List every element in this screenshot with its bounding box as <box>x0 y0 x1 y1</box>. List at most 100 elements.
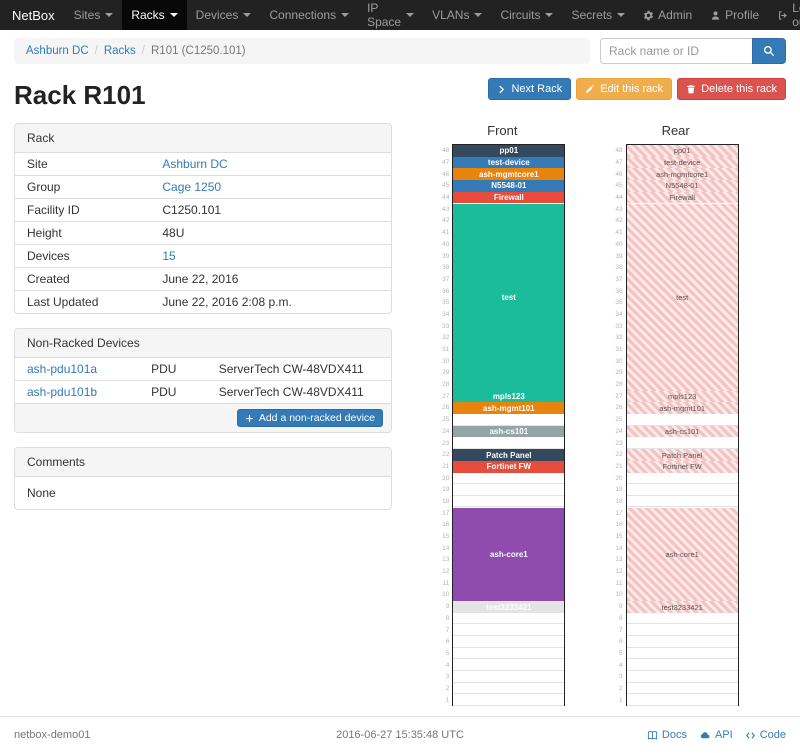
rack-device-rear-test3233421[interactable]: test3233421 <box>626 601 738 613</box>
empty-rack-unit <box>453 496 565 508</box>
user-menu: Admin Profile Log out <box>634 0 800 30</box>
unit-number: 19 <box>442 486 450 494</box>
info-value[interactable]: Ashburn DC <box>162 157 228 171</box>
nav-item-ip-space[interactable]: IP Space <box>358 0 423 30</box>
search-button[interactable] <box>752 38 786 64</box>
nav-item-label: Racks <box>131 8 165 22</box>
rack-device-front-mpls123[interactable]: mpls123 <box>453 390 565 403</box>
unit-number: 25 <box>442 416 450 424</box>
rack-elevation-front: Front 48 47 46 45 44 43 42 41 40 39 38 37 36 35 34 33 32… <box>439 123 566 706</box>
device-role-cell: PDU <box>151 362 177 376</box>
device-name-link[interactable]: ash-pdu101b <box>27 385 98 399</box>
device-role-cell: PDU <box>139 380 207 403</box>
brand-netbox[interactable]: NetBox <box>12 7 55 23</box>
unit-number: 31 <box>615 346 623 354</box>
footer-link-code[interactable]: Code <box>745 729 786 741</box>
nav-item-profile[interactable]: Profile <box>701 0 768 30</box>
add-non-racked-device-button[interactable]: Add a non-racked device <box>236 409 383 427</box>
rack-device-front-ash-mgmtcore1[interactable]: ash-mgmtcore1 <box>453 168 565 181</box>
device-type-cell: ServerTech CW-48VDX411 <box>206 380 391 403</box>
rack-device-rear-ash-cs101[interactable]: ash-cs101 <box>626 425 738 438</box>
info-value[interactable]: 15 <box>162 249 176 263</box>
edit-rack-button[interactable]: Edit this rack <box>576 78 673 100</box>
rack-device-rear-firewall[interactable]: Firewall <box>626 191 738 204</box>
rack-device-rear-test-device[interactable]: test-device <box>626 156 738 169</box>
unit-number: 22 <box>615 451 623 459</box>
rack-device-rear-fortinet-fw[interactable]: Fortinet FW <box>626 460 738 473</box>
unit-number: 26 <box>615 404 623 412</box>
nav-item-secrets[interactable]: Secrets <box>562 0 634 30</box>
rack-device-rear-test[interactable]: test <box>626 203 738 391</box>
empty-rack-unit <box>453 636 565 648</box>
rack-device-rear-mpls123[interactable]: mpls123 <box>626 390 738 403</box>
unit-number: 25 <box>615 416 623 424</box>
nav-item-label: Connections <box>269 8 337 22</box>
empty-rack-unit <box>626 636 738 648</box>
rack-device-front-patch-panel[interactable]: Patch Panel <box>453 449 565 461</box>
nav-item-circuits[interactable]: Circuits <box>491 0 562 30</box>
non-racked-panel: Non-Racked Devices ash-pdu101a PDU ServerT… <box>14 328 392 433</box>
rack-device-front-test3233421[interactable]: test3233421 <box>453 601 565 613</box>
rack-device-rear-ash-mgmtcore1[interactable]: ash-mgmtcore1 <box>626 168 738 181</box>
footer-links: Docs API Code <box>529 729 786 741</box>
rack-device-rear-patch-panel[interactable]: Patch Panel <box>626 449 738 461</box>
unit-number: 15 <box>615 533 623 541</box>
unit-number: 36 <box>615 287 623 295</box>
nav-item-admin[interactable]: Admin <box>634 0 701 30</box>
nav-item-devices[interactable]: Devices <box>187 0 261 30</box>
footer-link-docs[interactable]: Docs <box>647 729 687 741</box>
rack-device-front-ash-mgmt101[interactable]: ash-mgmt101 <box>453 402 565 415</box>
unit-number: 3 <box>619 673 623 681</box>
unit-number: 26 <box>442 404 450 412</box>
info-value-cell: 48U <box>150 221 391 245</box>
empty-rack-unit <box>626 683 738 695</box>
rack-device-front-ash-cs101[interactable]: ash-cs101 <box>453 425 565 438</box>
footer-link-api[interactable]: API <box>699 729 733 741</box>
pencil-icon <box>585 84 595 94</box>
rack-device-rear-ash-mgmt101[interactable]: ash-mgmt101 <box>626 402 738 415</box>
book-icon <box>647 730 658 741</box>
unit-number: 8 <box>619 614 623 622</box>
unit-number: 42 <box>615 217 623 225</box>
rack-device-front-firewall[interactable]: Firewall <box>453 191 565 204</box>
device-name-link[interactable]: ash-pdu101a <box>27 362 98 376</box>
breadcrumb-item[interactable]: Racks <box>103 45 136 57</box>
rear-label: Rear <box>661 123 690 138</box>
device-name-cell: ash-pdu101a <box>15 358 139 381</box>
delete-rack-button[interactable]: Delete this rack <box>677 78 786 100</box>
info-value[interactable]: Cage 1250 <box>162 180 222 194</box>
left-column: Rack Site Ashburn DC Group Cage 1250 Facilit… <box>14 123 392 706</box>
empty-rack-unit <box>453 437 565 449</box>
device-type-cell: ServerTech CW-48VDX411 <box>218 362 364 376</box>
nav-item-label: IP Space <box>367 1 402 29</box>
empty-rack-unit <box>626 437 738 449</box>
empty-rack-unit <box>453 694 565 706</box>
nav-item-label: Sites <box>73 8 101 22</box>
non-racked-device-row: ash-pdu101b PDU ServerTech CW-48VDX411 <box>15 380 391 403</box>
rack-device-front-n5548-01[interactable]: N5548-01 <box>453 180 565 192</box>
info-label: Group <box>15 175 151 199</box>
unit-number: 1 <box>445 696 450 704</box>
rack-device-front-pp01[interactable]: pp01 <box>453 145 565 157</box>
rack-device-rear-pp01[interactable]: pp01 <box>626 145 738 157</box>
info-value-cell: Ashburn DC <box>150 153 391 176</box>
nav-item-log-out[interactable]: Log out <box>768 0 800 30</box>
rack-device-rear-ash-core1[interactable]: ash-core1 <box>626 507 738 602</box>
rack-device-front-ash-core1[interactable]: ash-core1 <box>453 507 565 602</box>
unit-number: 43 <box>615 205 623 213</box>
nav-item-racks[interactable]: Racks <box>122 0 187 30</box>
nav-item-label: Admin <box>658 8 693 22</box>
search-input[interactable] <box>600 38 752 64</box>
next-rack-button[interactable]: Next Rack <box>488 78 572 100</box>
rack-device-front-test-device[interactable]: test-device <box>453 156 565 169</box>
rack-device-front-fortinet-fw[interactable]: Fortinet FW <box>453 460 565 473</box>
empty-rack-unit <box>626 624 738 636</box>
nav-item-connections[interactable]: Connections <box>260 0 358 30</box>
rack-device-front-test[interactable]: test <box>453 203 565 391</box>
nav-item-vlans[interactable]: VLANs <box>423 0 491 30</box>
empty-rack-unit <box>626 613 738 625</box>
comments-title: Comments <box>15 448 391 477</box>
breadcrumb-item[interactable]: Ashburn DC <box>26 45 89 57</box>
nav-item-sites[interactable]: Sites <box>65 0 123 30</box>
rack-device-rear-n5548-01[interactable]: N5548-01 <box>626 180 738 192</box>
